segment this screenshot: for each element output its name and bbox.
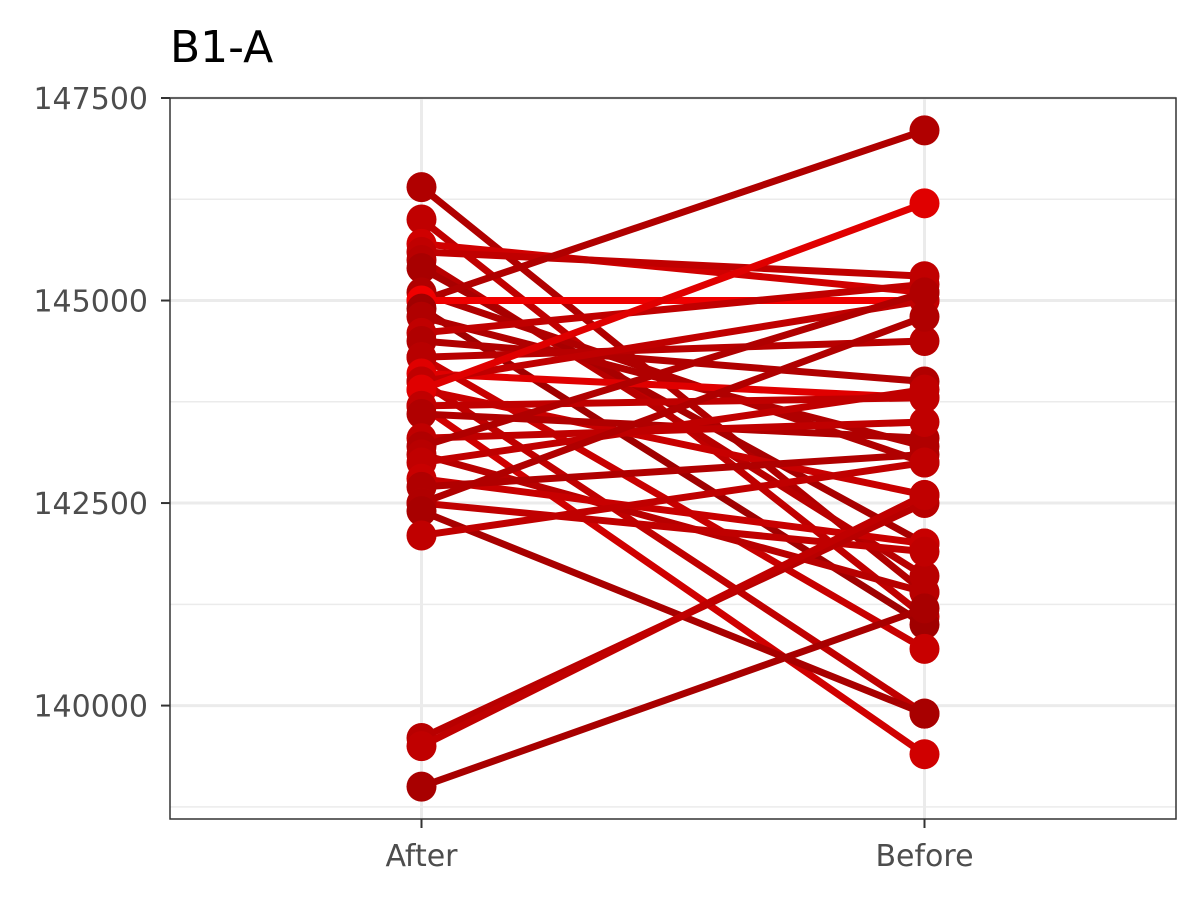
plot-panel-border [169, 97, 1177, 820]
series-segment [418, 288, 928, 450]
series-segment [418, 604, 928, 791]
y-tick-label: 145000 [33, 285, 148, 320]
data-point [909, 593, 940, 624]
data-point [909, 115, 940, 146]
data-point [909, 277, 940, 308]
series-segment [418, 337, 928, 386]
data-point [406, 253, 437, 284]
data-point [406, 771, 437, 802]
y-tick-label: 147500 [33, 82, 148, 117]
data-point [909, 407, 940, 438]
data-point [909, 698, 940, 729]
data-point [406, 520, 437, 551]
series-segment [418, 507, 928, 718]
series-segment [418, 297, 928, 386]
data-point [406, 172, 437, 203]
data-point [909, 447, 940, 478]
series-segment [418, 264, 928, 548]
series-layer [406, 115, 940, 802]
data-point [909, 479, 940, 510]
series-segment [418, 450, 928, 596]
data-point [406, 496, 437, 527]
series-segment [418, 337, 928, 361]
gridlines [170, 96, 1176, 819]
data-point [909, 301, 940, 332]
data-point [909, 633, 940, 664]
series-segment [418, 491, 928, 750]
data-point [909, 739, 940, 770]
series-segment [418, 386, 928, 467]
series-segment [418, 450, 928, 491]
series-line [406, 496, 940, 729]
series-line [406, 479, 940, 762]
x-tick-label: Before [875, 839, 973, 874]
data-point [909, 326, 940, 357]
data-point [909, 536, 940, 567]
y-tick-label: 140000 [33, 690, 148, 725]
chart-title: B1-A [170, 22, 273, 73]
series-segment [418, 475, 928, 548]
data-point [406, 398, 437, 429]
data-point [909, 374, 940, 405]
x-tick-label: After [385, 839, 458, 874]
series-line [406, 593, 940, 802]
axes: 140000 142500 145000 147500 After Before [33, 82, 973, 874]
data-point [909, 188, 940, 219]
series-segment [418, 369, 928, 402]
series-segment [418, 418, 928, 442]
series-segment [418, 280, 928, 337]
data-point [406, 204, 437, 235]
series-segment [418, 240, 928, 296]
data-point [406, 731, 437, 762]
series-segment [418, 459, 928, 539]
series-segment [418, 248, 928, 280]
y-tick-label: 142500 [33, 487, 148, 522]
series-segment [418, 313, 928, 507]
series-segment [418, 402, 928, 758]
series-segment [418, 199, 928, 394]
series-line [406, 447, 940, 551]
series-segment [418, 126, 928, 305]
